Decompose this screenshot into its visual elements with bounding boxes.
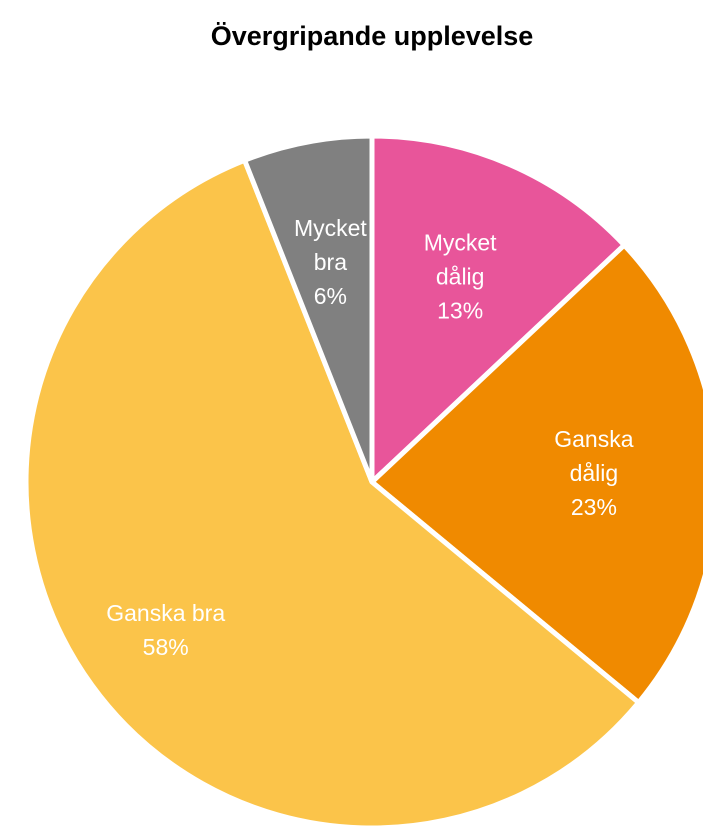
slice-name: Ganska bra (106, 600, 225, 626)
slice-value: 6% (314, 283, 347, 309)
pie-slice (23, 157, 643, 827)
slice-name: Mycket dålig (424, 229, 497, 289)
slice-label: Ganska dålig 23% (554, 426, 633, 520)
slice-value: 58% (143, 634, 189, 660)
pie-slice (369, 133, 628, 488)
slice-value: 13% (437, 297, 483, 323)
slice-label: Ganska bra 58% (106, 600, 225, 660)
pie-slice (241, 133, 375, 483)
slice-label: Mycket bra 6% (294, 215, 367, 309)
slice-name: Ganska dålig (554, 426, 633, 486)
slice-name: Mycket bra (294, 215, 367, 275)
chart-title: Övergripande upplevelse (211, 21, 534, 51)
slice-value: 23% (571, 494, 617, 520)
slice-label: Mycket dålig 13% (424, 229, 497, 323)
pie-slice (368, 241, 703, 707)
